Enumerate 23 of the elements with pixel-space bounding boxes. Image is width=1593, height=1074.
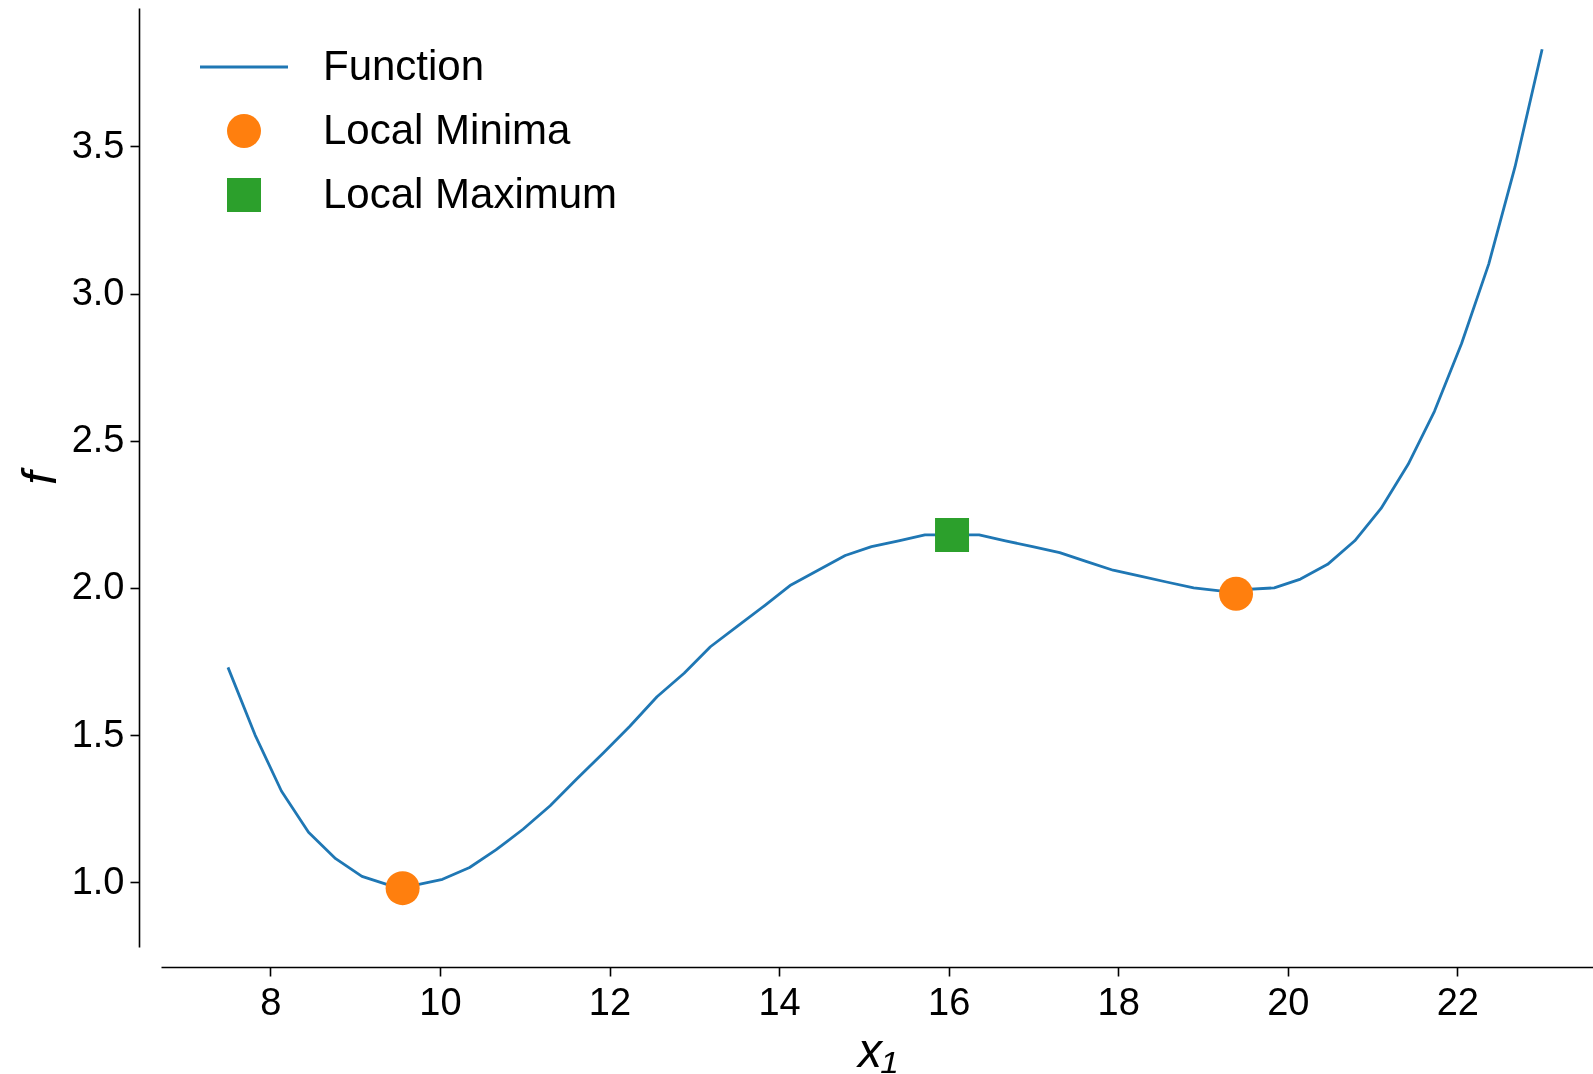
point bbox=[935, 517, 970, 552]
y-tick-label: 2.0 bbox=[71, 565, 125, 608]
point bbox=[385, 871, 420, 906]
y-tick-label: 1.0 bbox=[71, 859, 125, 902]
line-series bbox=[226, 47, 1544, 887]
x-axis-title: x₁ bbox=[855, 1023, 898, 1074]
y-tick-label: 3.0 bbox=[71, 271, 125, 314]
legend-label: Local Minima bbox=[323, 106, 572, 153]
x-tick-label: 10 bbox=[419, 980, 462, 1023]
y-tick-label: 2.5 bbox=[71, 418, 125, 461]
x-tick-label: 8 bbox=[260, 980, 282, 1023]
y-axis-title: f bbox=[12, 466, 66, 485]
x-tick-label: 16 bbox=[928, 980, 971, 1023]
point bbox=[1219, 576, 1254, 611]
x-tick-label: 20 bbox=[1267, 980, 1310, 1023]
y-tick-label: 1.5 bbox=[71, 712, 125, 755]
y-tick-label: 3.5 bbox=[71, 123, 125, 166]
x-tick-label: 22 bbox=[1436, 980, 1479, 1023]
x-tick-label: 18 bbox=[1097, 980, 1140, 1023]
x-tick-label: 14 bbox=[758, 980, 801, 1023]
legend-label: Local Maximum bbox=[323, 170, 618, 217]
legend-label: Function bbox=[323, 42, 485, 89]
x-tick-label: 12 bbox=[588, 980, 632, 1023]
